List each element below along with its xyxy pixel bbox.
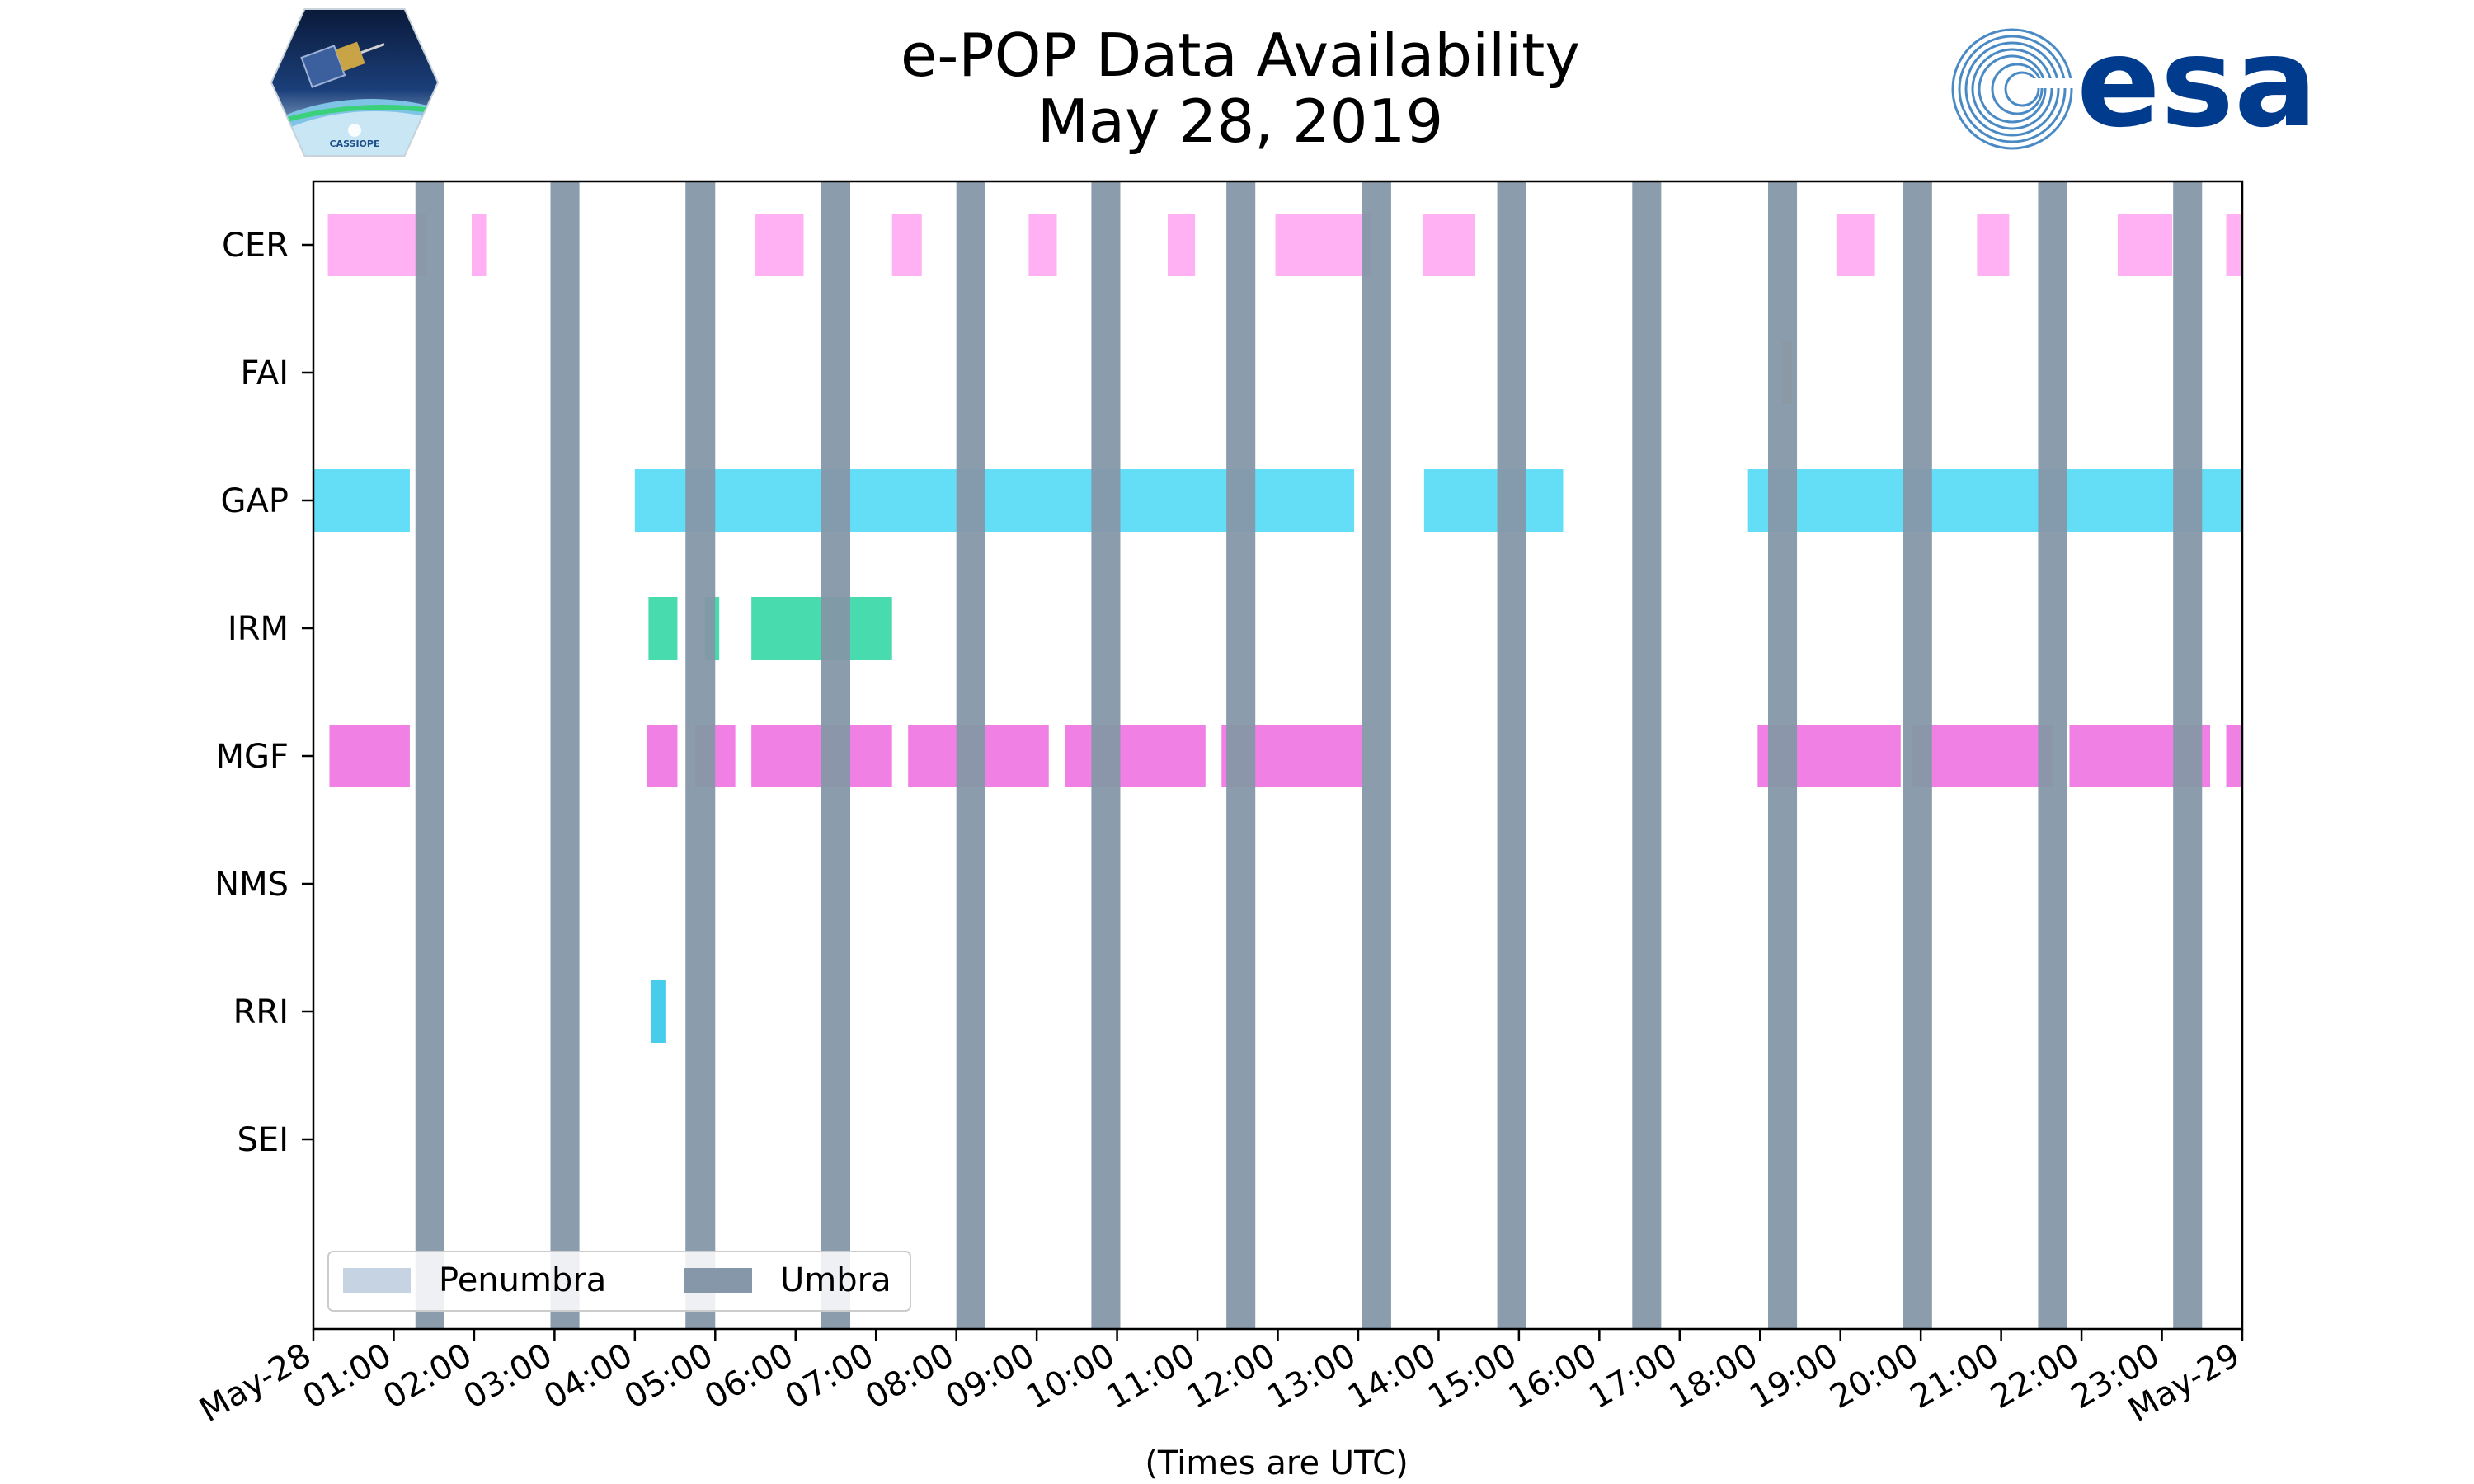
legend-label-penumbra: Penumbra bbox=[439, 1261, 606, 1299]
bar-gap-2 bbox=[1423, 469, 1564, 532]
x-tick-label-1: 01:00 bbox=[297, 1336, 398, 1416]
legend-box bbox=[327, 1251, 911, 1312]
x-tick-label-3: 03:00 bbox=[458, 1336, 559, 1416]
x-axis-label: (Times are UTC) bbox=[1145, 1444, 1408, 1482]
chart-title: e-POP Data Availability bbox=[901, 21, 1580, 90]
bar-cer-3 bbox=[891, 214, 922, 276]
bar-cer-6 bbox=[1275, 214, 1372, 276]
y-tick-label-irm: IRM bbox=[228, 610, 289, 648]
x-tick-label-9: 09:00 bbox=[939, 1336, 1041, 1416]
legend-swatch-penumbra bbox=[343, 1268, 411, 1293]
bar-mgf-1 bbox=[647, 725, 678, 787]
x-tick-label-2: 02:00 bbox=[377, 1336, 478, 1416]
umbra-band-0 bbox=[415, 181, 444, 1329]
bar-rri-0 bbox=[651, 980, 666, 1043]
umbra-band-6 bbox=[1226, 181, 1256, 1329]
x-tick-label-6: 06:00 bbox=[698, 1336, 800, 1416]
bar-cer-5 bbox=[1167, 214, 1196, 276]
x-tick-label-18: 18:00 bbox=[1663, 1336, 1764, 1416]
bar-gap-0 bbox=[313, 469, 410, 532]
bar-cer-9 bbox=[1977, 214, 2010, 276]
esa-swirl-icon bbox=[1951, 28, 2073, 150]
cassiope-logo: CASSIOPE bbox=[270, 8, 440, 157]
umbra-band-5 bbox=[1091, 181, 1121, 1329]
x-tick-label-20: 20:00 bbox=[1823, 1336, 1925, 1416]
bar-mgf-5 bbox=[1065, 725, 1206, 787]
umbra-band-8 bbox=[1497, 181, 1526, 1329]
legend-label-umbra: Umbra bbox=[780, 1261, 891, 1299]
bar-cer-2 bbox=[755, 214, 804, 276]
bar-gap-3 bbox=[1747, 469, 2242, 532]
umbra-band-7 bbox=[1362, 181, 1391, 1329]
umbra-band-3 bbox=[821, 181, 851, 1329]
x-tick-label-10: 10:00 bbox=[1020, 1336, 1122, 1416]
bar-cer-7 bbox=[1422, 214, 1475, 276]
x-axis: May-2801:0002:0003:0004:0005:0006:0007:0… bbox=[193, 1329, 2246, 1430]
x-tick-label-12: 12:00 bbox=[1181, 1336, 1282, 1416]
bar-mgf-10 bbox=[2226, 725, 2242, 787]
x-tick-label-14: 14:00 bbox=[1342, 1336, 1443, 1416]
x-tick-label-5: 05:00 bbox=[618, 1336, 719, 1416]
bar-irm-0 bbox=[648, 597, 678, 660]
chart-subtitle: May 28, 2019 bbox=[1037, 87, 1443, 156]
x-tick-label-16: 16:00 bbox=[1502, 1336, 1603, 1416]
legend: Penumbra Umbra bbox=[327, 1251, 911, 1312]
x-tick-label-19: 19:00 bbox=[1743, 1336, 1845, 1416]
bar-cer-11 bbox=[2226, 214, 2242, 276]
availability-bars bbox=[313, 214, 2242, 1043]
esa-logo-text: esa bbox=[2077, 12, 2317, 155]
bar-mgf-0 bbox=[329, 725, 410, 787]
umbra-band-4 bbox=[956, 181, 985, 1329]
umbra-band-1 bbox=[550, 181, 580, 1329]
x-tick-label-13: 13:00 bbox=[1261, 1336, 1362, 1416]
y-tick-label-nms: NMS bbox=[214, 866, 289, 904]
y-tick-label-cer: CER bbox=[222, 227, 289, 265]
bar-cer-10 bbox=[2117, 214, 2173, 276]
esa-logo: esa bbox=[1951, 12, 2317, 155]
y-axis: CER FAI GAP IRM MGF NMS RRI SEI bbox=[214, 227, 313, 1159]
y-tick-label-rri: RRI bbox=[233, 993, 289, 1031]
bar-mgf-8 bbox=[1912, 725, 2053, 787]
umbra-band-12 bbox=[2038, 181, 2067, 1329]
umbra-band-9 bbox=[1632, 181, 1662, 1329]
umbra-bands bbox=[415, 181, 2203, 1329]
bar-cer-8 bbox=[1836, 214, 1875, 276]
y-tick-label-fai: FAI bbox=[241, 355, 289, 392]
bar-cer-0 bbox=[327, 214, 426, 276]
umbra-band-2 bbox=[685, 181, 716, 1329]
x-tick-label-11: 11:00 bbox=[1100, 1336, 1202, 1416]
x-tick-label-17: 17:00 bbox=[1583, 1336, 1684, 1416]
x-tick-label-4: 04:00 bbox=[538, 1336, 639, 1416]
y-tick-label-sei: SEI bbox=[238, 1121, 289, 1159]
bar-cer-1 bbox=[471, 214, 487, 276]
x-tick-label-7: 07:00 bbox=[778, 1336, 880, 1416]
umbra-band-10 bbox=[1767, 181, 1798, 1329]
umbra-band-13 bbox=[2173, 181, 2203, 1329]
x-tick-label-22: 22:00 bbox=[1984, 1336, 2086, 1416]
cassiope-logo-text: CASSIOPE bbox=[330, 139, 380, 149]
bar-cer-4 bbox=[1028, 214, 1057, 276]
legend-swatch-umbra bbox=[684, 1268, 752, 1293]
y-tick-label-mgf: MGF bbox=[215, 738, 289, 776]
umbra-band-11 bbox=[1903, 181, 1932, 1329]
y-tick-label-gap: GAP bbox=[221, 482, 289, 520]
x-tick-label-21: 21:00 bbox=[1904, 1336, 2006, 1416]
x-tick-label-15: 15:00 bbox=[1422, 1336, 1523, 1416]
x-tick-label-8: 08:00 bbox=[859, 1336, 961, 1416]
